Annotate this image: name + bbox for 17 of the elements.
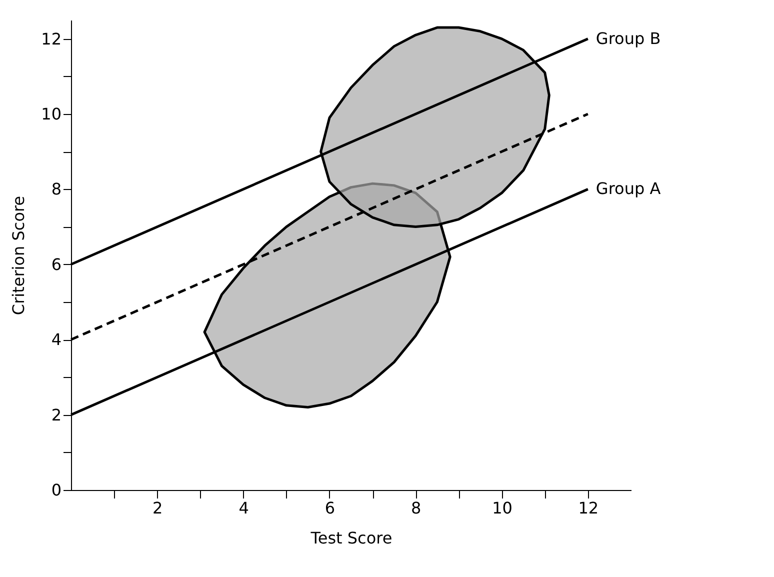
- y-axis-title: Criterion Score: [9, 196, 28, 316]
- y-tick-label: 10: [41, 104, 62, 124]
- x-axis-title: Test Score: [310, 528, 392, 548]
- x-tick-label: 8: [411, 498, 422, 518]
- x-tick-label: 6: [324, 498, 336, 518]
- x-tick-label: 4: [238, 498, 249, 518]
- y-tick-label: 0: [51, 480, 62, 500]
- series-label: Group B: [596, 28, 661, 48]
- x-tick-label: 12: [578, 498, 599, 518]
- x-tick-label: 2: [152, 498, 163, 518]
- y-tick-label: 2: [51, 405, 62, 424]
- y-tick-label: 6: [51, 254, 62, 274]
- series-label: Group A: [596, 179, 661, 198]
- x-tick-label: 10: [492, 498, 512, 518]
- y-tick-label: 8: [51, 180, 62, 199]
- y-tick-label: 4: [51, 330, 62, 350]
- y-tick-label: 12: [41, 29, 62, 48]
